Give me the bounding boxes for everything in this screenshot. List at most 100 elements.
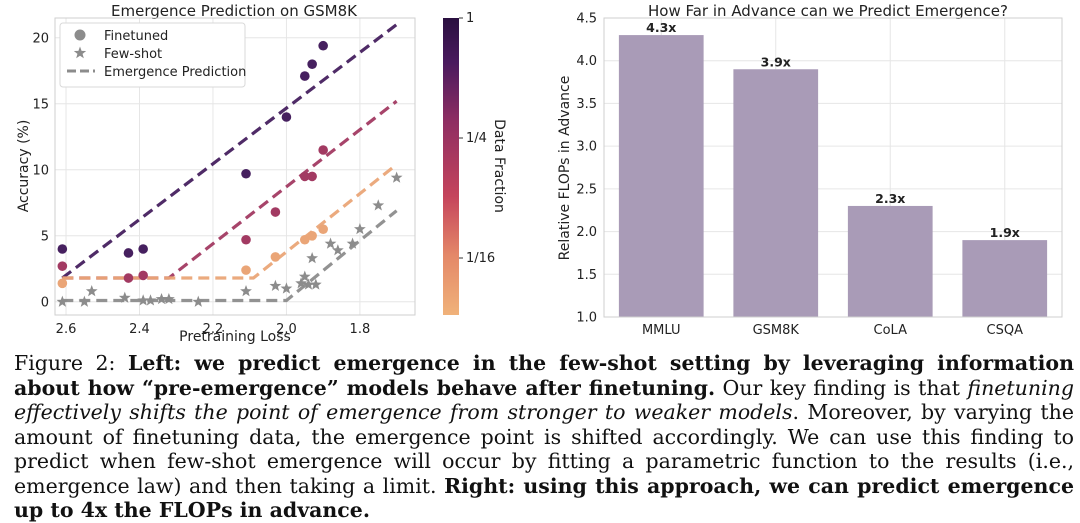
right-data-labels: 4.3x 3.9x 2.3x 1.9x bbox=[646, 20, 1020, 240]
legend-label-emergence-prediction: Emergence Prediction bbox=[104, 65, 246, 80]
left-x-tick-label: 1.8 bbox=[350, 322, 371, 337]
few-shot-point bbox=[298, 270, 311, 282]
caption-prefix: Figure 2: bbox=[14, 351, 116, 375]
right-y-tick-label: 1.5 bbox=[576, 268, 597, 283]
right-y-tick-label: 1.0 bbox=[576, 311, 597, 326]
colorbar: 1 1/4 1/16 Data Fraction bbox=[443, 11, 507, 315]
finetuned-point bbox=[138, 270, 148, 281]
fit-line bbox=[61, 23, 398, 280]
left-fit-lines bbox=[61, 23, 398, 303]
few-shot-point bbox=[137, 294, 150, 306]
right-chart: How Far in Advance can we Predict Emerge… bbox=[557, 2, 1063, 338]
few-shot-point bbox=[354, 223, 366, 235]
few-shot-point bbox=[192, 295, 205, 307]
left-x-tick-label: 2.2 bbox=[203, 322, 224, 337]
bar-gsm8k bbox=[733, 69, 819, 317]
left-x-axis-label: Pretraining Loss bbox=[179, 329, 291, 345]
legend-circle-marker bbox=[74, 29, 86, 41]
colorbar-gradient bbox=[443, 18, 459, 315]
legend-label-few-shot: Few-shot bbox=[104, 47, 162, 62]
left-x-tick-label: 2.6 bbox=[56, 322, 77, 337]
bar-data-label: 1.9x bbox=[990, 225, 1020, 240]
left-x-ticks: 2.6 2.4 2.2 2.0 1.8 bbox=[56, 322, 371, 337]
right-y-tick-label: 2.0 bbox=[576, 225, 597, 240]
few-shot-point bbox=[85, 285, 98, 297]
left-chart: Emergence Prediction on GSM8K 2.6 2.4 2.2 2… bbox=[16, 2, 507, 345]
right-bars bbox=[618, 35, 1048, 317]
few-shot-point bbox=[162, 292, 175, 305]
few-shot-point bbox=[269, 279, 282, 291]
bar-cola bbox=[847, 205, 933, 317]
legend-box bbox=[59, 22, 246, 88]
right-y-tick-label: 3.5 bbox=[576, 97, 597, 112]
caption-left-description: Left: we predict emergence in the few-sh… bbox=[14, 351, 1074, 400]
right-y-tick-label: 2.5 bbox=[576, 182, 597, 197]
right-x-tick-label: MMLU bbox=[642, 323, 681, 338]
finetuned-point bbox=[299, 171, 310, 182]
finetuned-point bbox=[57, 261, 68, 271]
finetuned-point bbox=[318, 145, 328, 155]
finetuned-point bbox=[57, 278, 68, 289]
caption-text-1: Our key finding is that bbox=[722, 375, 960, 400]
right-y-tick-label: 4.5 bbox=[576, 12, 597, 27]
caption-text-2: . Moreover, by varying the amount of fin… bbox=[14, 400, 1074, 498]
fit-line bbox=[62, 163, 398, 280]
finetuned-point bbox=[270, 207, 281, 217]
colorbar-tick-label-sixteenth: 1/16 bbox=[466, 251, 495, 266]
legend-label-finetuned: Finetuned bbox=[104, 29, 168, 44]
colorbar-tick-label-quarter: 1/4 bbox=[466, 131, 487, 146]
left-legend: Finetuned Few-shot Emergence Prediction bbox=[59, 22, 246, 88]
finetuned-point bbox=[307, 231, 317, 241]
bar-csqa bbox=[962, 240, 1048, 317]
finetuned-point bbox=[299, 71, 310, 81]
right-chart-title: How Far in Advance can we Predict Emerge… bbox=[648, 2, 1008, 20]
right-y-tick-label: 4.0 bbox=[576, 54, 597, 69]
finetuned-point bbox=[318, 40, 328, 51]
finetuned-point bbox=[123, 248, 134, 258]
left-points bbox=[56, 40, 403, 307]
few-shot-point bbox=[390, 171, 403, 183]
caption-right-description: Right: using this approach, we can predi… bbox=[14, 473, 1074, 523]
left-plot-frame bbox=[54, 17, 416, 316]
few-shot-point bbox=[324, 237, 337, 249]
few-shot-point bbox=[144, 294, 157, 306]
figure-caption: Figure 2: Left: we predict emergence in … bbox=[14, 351, 1074, 523]
right-y-axis-label: Relative FLOPs in Advance bbox=[557, 76, 573, 261]
few-shot-point bbox=[331, 244, 344, 256]
left-y-tick-label: 10 bbox=[32, 163, 49, 178]
right-x-ticks: MMLU GSM8K CoLA CSQA bbox=[642, 323, 1023, 338]
right-x-tick-label: CSQA bbox=[987, 323, 1024, 338]
finetuned-point bbox=[281, 112, 292, 122]
right-x-tick-label: CoLA bbox=[874, 323, 908, 338]
left-y-tick-label: 15 bbox=[32, 97, 49, 112]
few-shot-point bbox=[302, 278, 315, 290]
finetuned-point bbox=[241, 234, 251, 245]
figure: Emergence Prediction on GSM8K 2.6 2.4 2.2 2… bbox=[16, 2, 1063, 345]
left-x-tick-label: 2.4 bbox=[129, 322, 150, 337]
bar-data-label: 4.3x bbox=[646, 20, 676, 35]
finetuned-point bbox=[299, 234, 310, 245]
fit-line bbox=[62, 99, 398, 280]
right-plot-frame bbox=[603, 17, 1063, 318]
right-y-ticks: 1.0 1.5 2.0 2.5 3.0 3.5 4.0 4.5 bbox=[576, 12, 597, 326]
finetuned-point bbox=[57, 244, 68, 254]
finetuned-point bbox=[123, 273, 134, 283]
left-y-tick-label: 20 bbox=[32, 31, 49, 46]
bar-data-label: 3.9x bbox=[761, 54, 791, 69]
few-shot-point bbox=[240, 285, 252, 297]
colorbar-label: Data Fraction bbox=[491, 119, 507, 213]
left-y-ticks: 0 5 10 15 20 bbox=[32, 31, 49, 310]
few-shot-point bbox=[372, 199, 385, 211]
left-chart-title: Emergence Prediction on GSM8K bbox=[111, 2, 358, 20]
few-shot-point bbox=[346, 237, 359, 249]
left-y-axis-label: Accuracy (%) bbox=[16, 120, 32, 213]
finetuned-point bbox=[241, 168, 251, 179]
few-shot-point bbox=[280, 282, 293, 294]
few-shot-point bbox=[78, 295, 91, 307]
right-x-tick-label: GSM8K bbox=[753, 323, 800, 338]
few-shot-point bbox=[56, 295, 69, 307]
few-shot-point bbox=[309, 278, 322, 290]
bar-data-label: 2.3x bbox=[875, 191, 905, 206]
caption-key-finding: finetuning effectively shifts the point … bbox=[14, 375, 1074, 425]
fit-line bbox=[62, 209, 398, 303]
